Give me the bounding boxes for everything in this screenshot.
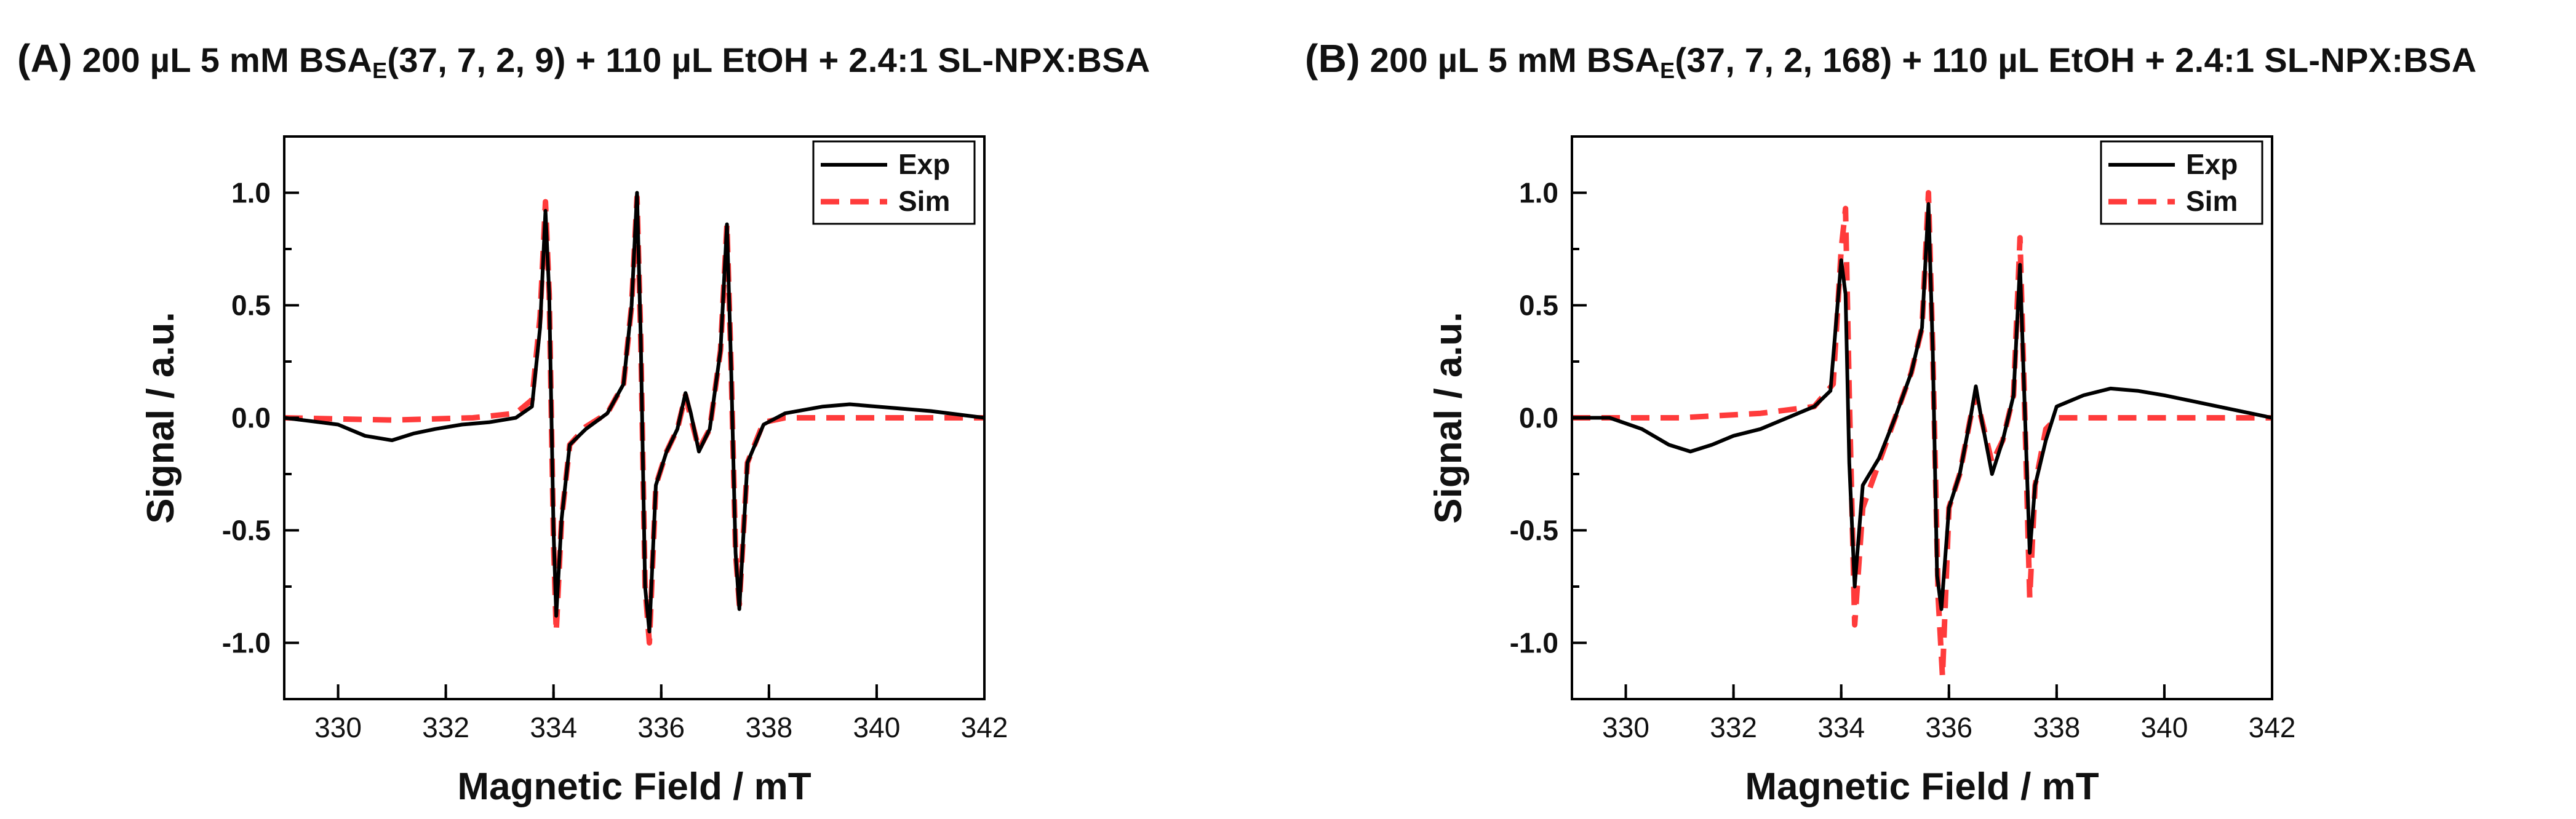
x-tick-label: 338 xyxy=(745,711,792,743)
legend-label-sim: Sim xyxy=(898,185,950,217)
legend-label-exp: Exp xyxy=(898,148,950,180)
y-tick-label: 1.0 xyxy=(1519,177,1558,209)
x-tick-label: 332 xyxy=(422,711,469,743)
panel-label: (A) xyxy=(17,36,73,81)
legend-box xyxy=(812,140,976,225)
x-tick-label: 336 xyxy=(637,711,685,743)
y-tick-label: 0.0 xyxy=(231,402,271,434)
y-tick-label: -0.5 xyxy=(1510,515,1558,547)
x-tick-label: 340 xyxy=(2141,711,2188,743)
x-tick-label: 342 xyxy=(2249,711,2296,743)
title-text-rest: (37, 7, 2, 168) + 110 µL EtOH + 2.4:1 SL… xyxy=(1675,41,2477,79)
y-axis-label: Signal / a.u. xyxy=(140,312,182,524)
panel-b: (B) 200 µL 5 mM BSAE(37, 7, 2, 168) + 11… xyxy=(1288,0,2575,819)
x-tick-label: 334 xyxy=(1817,711,1865,743)
x-tick-label: 342 xyxy=(961,711,1008,743)
title-subscript: E xyxy=(372,58,388,83)
x-tick-label: 330 xyxy=(1602,711,1649,743)
y-tick-label: 0.5 xyxy=(231,290,271,322)
legend-label-sim: Sim xyxy=(2186,185,2238,217)
x-tick-label: 340 xyxy=(853,711,901,743)
legend-box xyxy=(2100,140,2263,225)
chart-a: 330 332 334 336 338 340 342 -1.0 -0.5 0.0 0.5 1.0 Ma… xyxy=(140,135,1008,808)
chart-b: 330 332 334 336 338 340 342 -1.0 -0.5 0.0 0.5 1.0 Ma… xyxy=(1427,135,2296,808)
series-line-exp xyxy=(1572,202,2273,611)
y-tick-label: 0.0 xyxy=(1519,402,1558,434)
x-tick-label: 332 xyxy=(1710,711,1757,743)
title-text-rest: (37, 7, 2, 9) + 110 µL EtOH + 2.4:1 SL-N… xyxy=(387,41,1150,79)
y-tick-label: -0.5 xyxy=(222,515,271,547)
x-axis-label: Magnetic Field / mT xyxy=(457,766,811,808)
y-tick-label: 0.5 xyxy=(1519,290,1558,322)
title-text: 200 µL 5 mM BSA xyxy=(1370,41,1661,79)
x-axis-label: Magnetic Field / mT xyxy=(1745,766,2099,808)
title-subscript: E xyxy=(1660,58,1675,83)
x-tick-label: 338 xyxy=(2033,711,2080,743)
legend-label-exp: Exp xyxy=(2186,148,2238,180)
panel-label: (B) xyxy=(1305,36,1360,81)
panel-title: (A) 200 µL 5 mM BSAE(37, 7, 2, 9) + 110 … xyxy=(17,36,1150,84)
series-line-exp xyxy=(284,191,985,634)
y-tick-label: -1.0 xyxy=(1510,627,1558,659)
series-line-sim xyxy=(1572,190,2272,679)
panel-title: (B) 200 µL 5 mM BSAE(37, 7, 2, 168) + 11… xyxy=(1305,36,2476,84)
x-tick-label: 334 xyxy=(530,711,577,743)
y-tick-label: 1.0 xyxy=(231,177,271,209)
y-axis-label: Signal / a.u. xyxy=(1427,312,1470,524)
x-tick-label: 330 xyxy=(314,711,362,743)
title-text: 200 µL 5 mM BSA xyxy=(82,41,373,79)
y-tick-label: -1.0 xyxy=(222,627,271,659)
x-tick-label: 336 xyxy=(1925,711,1972,743)
panel-a: (A) 200 µL 5 mM BSAE(37, 7, 2, 9) + 110 … xyxy=(17,36,1150,808)
